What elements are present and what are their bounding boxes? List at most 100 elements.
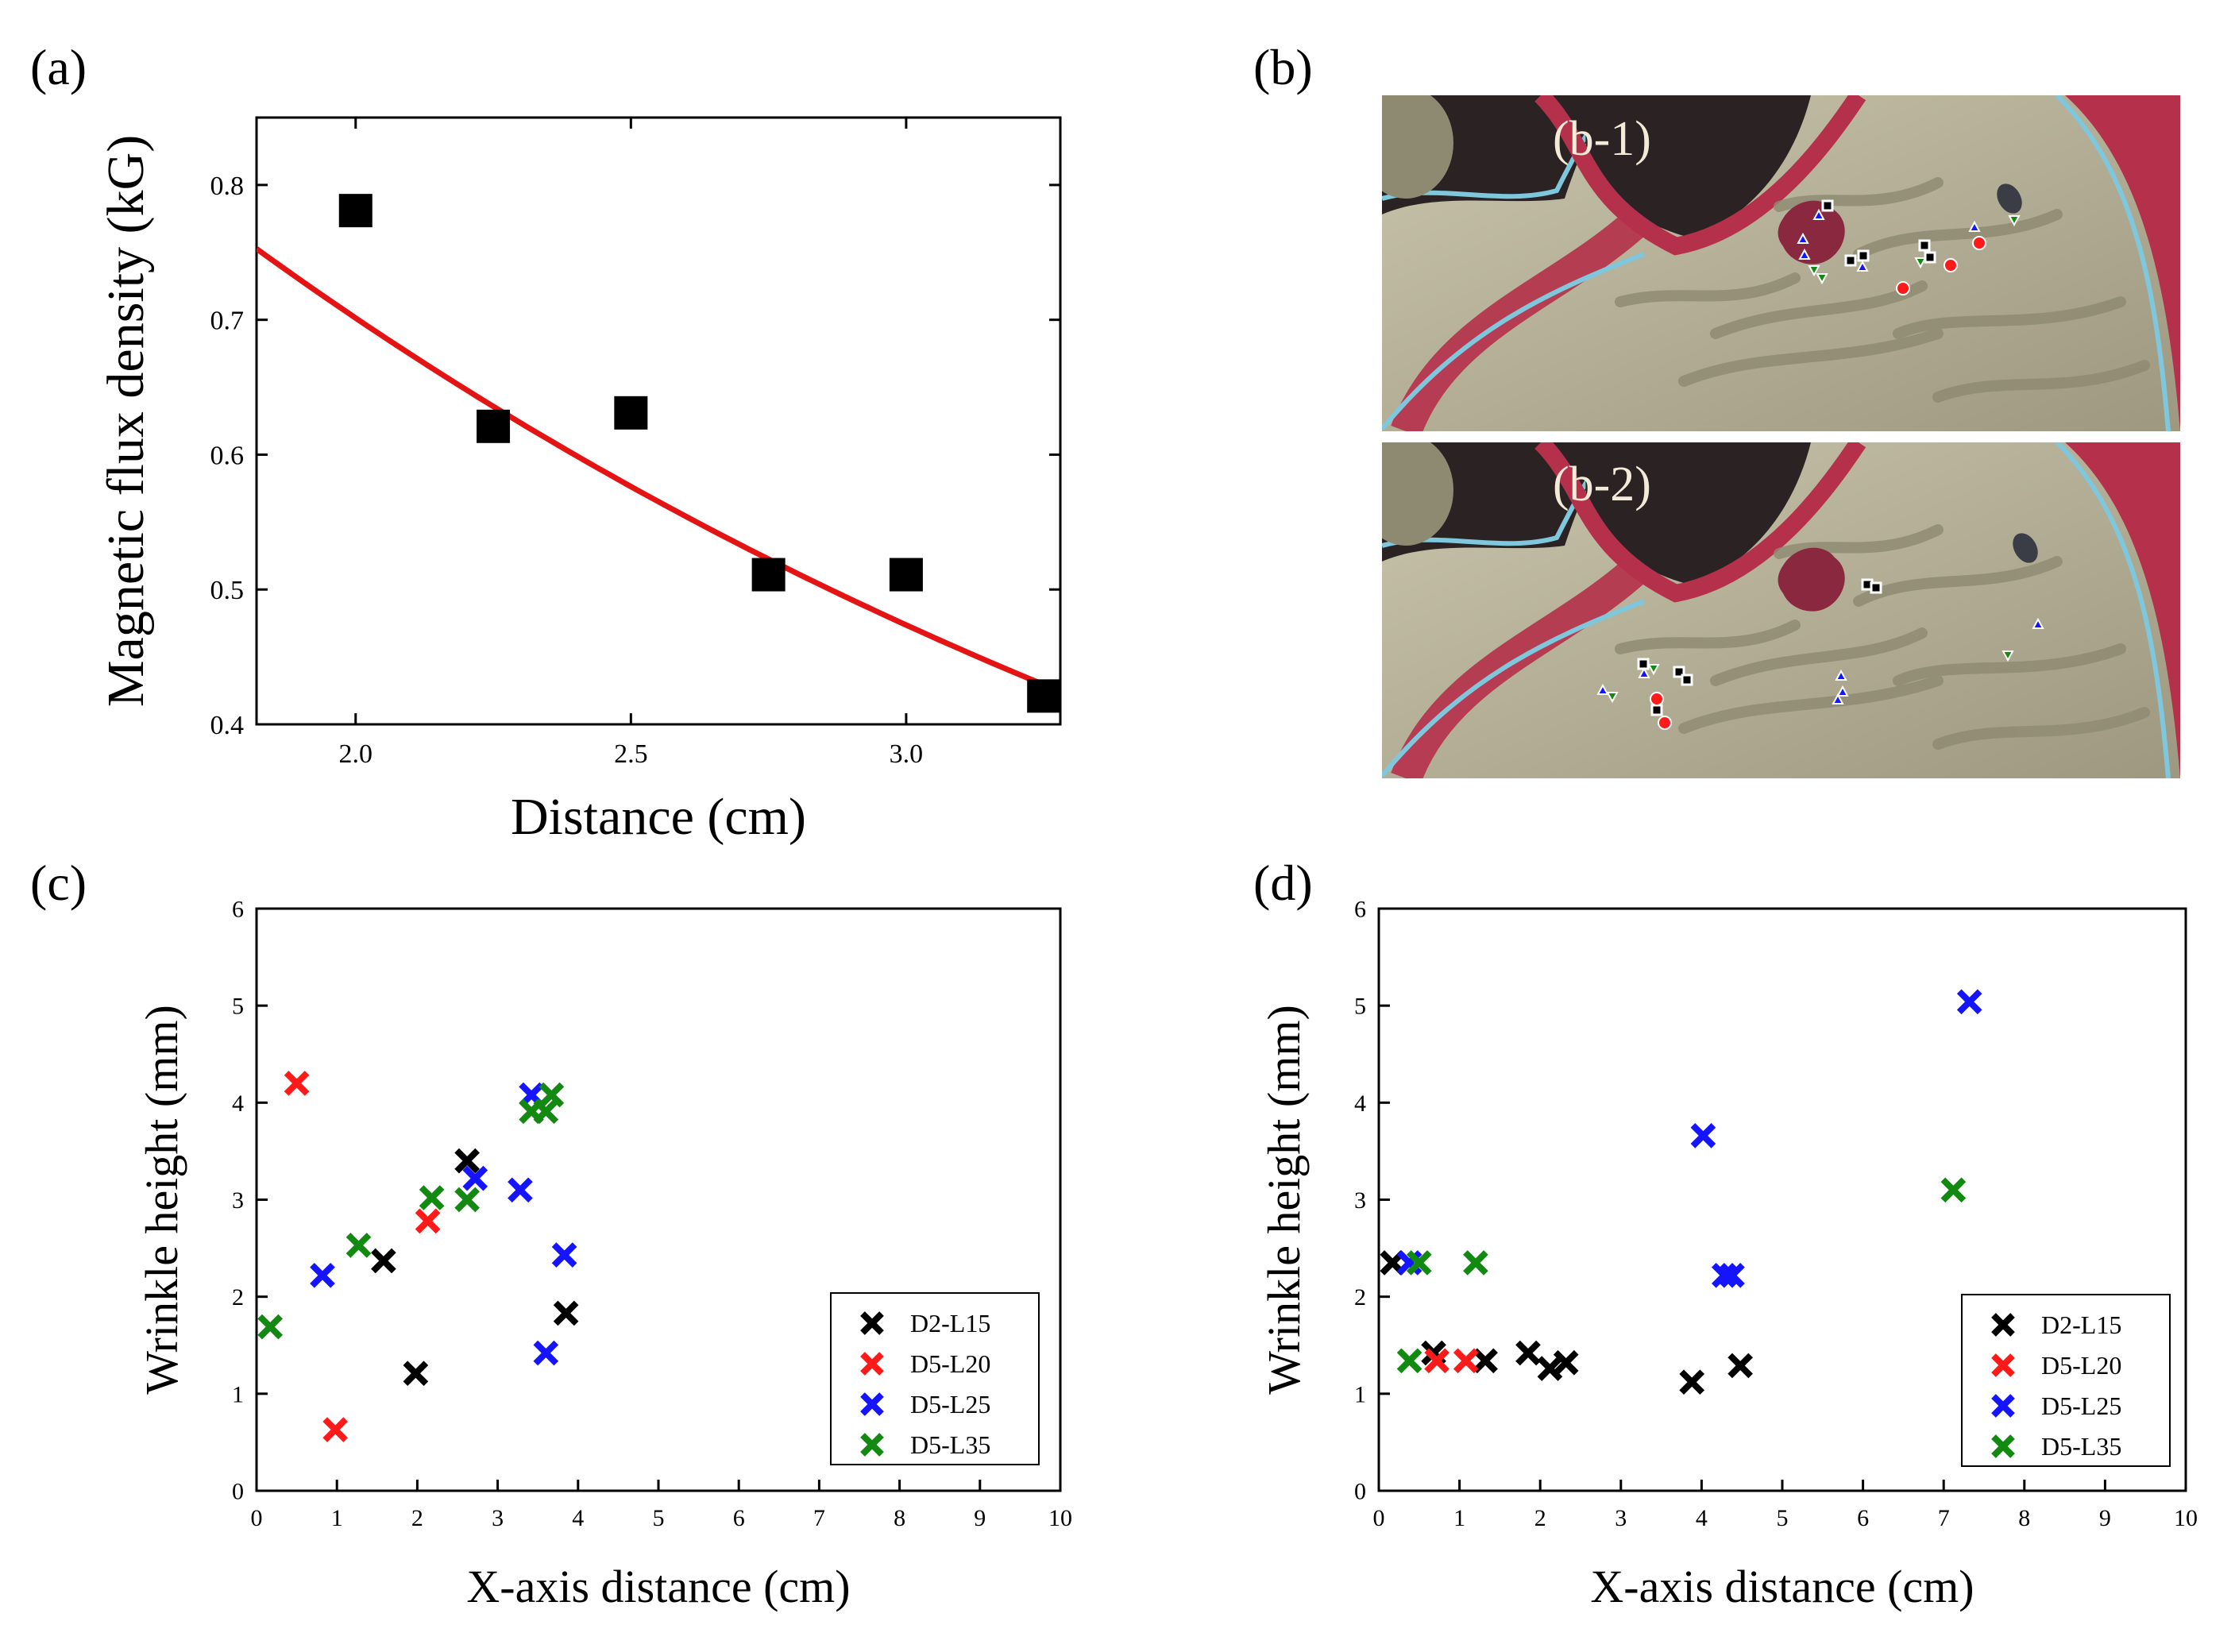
chart-a-y-tick-label: 0.8: [210, 172, 245, 201]
chart-c-x-tick-label: 6: [733, 1505, 745, 1531]
chart-d-point-d2-l15: [1553, 1349, 1579, 1376]
photo-panel: (b-1): [1382, 95, 2180, 778]
chart-d-point-d5-l20: [1453, 1348, 1479, 1374]
chart-a-data-point: [477, 409, 511, 443]
chart-c-point-d5-l25-stroke-b: [533, 1340, 559, 1366]
chart-d-y-tick-label: 0: [1354, 1479, 1366, 1505]
panel-label-b: (b): [1253, 39, 1313, 95]
chart-d-point-d5-l35-stroke-b: [1463, 1250, 1488, 1276]
chart-a-plot-frame: [255, 116, 1062, 726]
chart-d-y-axis-label: Wrinkle height (mm): [1258, 1005, 1310, 1395]
chart-d-point-d5-l25-stroke-b: [1712, 1262, 1737, 1288]
chart-c-x-tick-label: 10: [1048, 1505, 1072, 1531]
chart-c-point-d5-l35-stroke-b: [257, 1314, 284, 1340]
chart-c-point-d5-l25: [462, 1165, 488, 1191]
chart-c-y-tick-label: 1: [232, 1381, 244, 1407]
chart-d-legend-marker-stroke-b: [1991, 1353, 2015, 1377]
chart-c-point-d5-l20-stroke-b: [284, 1071, 310, 1096]
chart-c-legend-marker-stroke-b: [860, 1392, 884, 1416]
chart-a-y-tick-label: 0.7: [210, 307, 245, 336]
chart-d-legend-marker-stroke-b: [1991, 1394, 2015, 1418]
chart-a-y-tick-label: 0.6: [210, 441, 245, 470]
chart-d-legend-marker: [1991, 1434, 2015, 1458]
chart-d-point-d5-l20-stroke-b: [1453, 1348, 1479, 1374]
chart-c-point-d5-l25-stroke-b: [462, 1165, 488, 1191]
chart-c-point-d5-l25: [533, 1340, 559, 1366]
chart-c-legend-marker-stroke-b: [860, 1311, 884, 1335]
chart-a-fit-curve: [257, 246, 1060, 694]
chart-c-x-tick-label: 4: [572, 1505, 584, 1531]
chart-d-legend-marker: [1991, 1313, 2015, 1337]
chart-c-x-tick-label: 3: [492, 1505, 504, 1531]
panel-label-c: (c): [30, 855, 87, 911]
chart-d: 0 1 2 3 4 5 6 7 8 9 10 0 1 2 3 4 5 6 X-axis distance (cm) W…: [1258, 897, 2198, 1613]
photo-b2: (b-2): [1382, 442, 2180, 778]
chart-d-x-tick-label: 1: [1453, 1505, 1465, 1531]
chart-c-y-axis-label: Wrinkle height (mm): [136, 1005, 187, 1395]
chart-d-legend-marker-stroke-b: [1991, 1313, 2015, 1337]
chart-c-legend-marker: [860, 1311, 884, 1335]
chart-a-data-point: [889, 558, 923, 592]
chart-d-x-tick-label: 7: [1938, 1505, 1950, 1531]
photo-b1-label: (b-1): [1553, 112, 1651, 166]
chart-c-legend-marker: [860, 1433, 884, 1457]
chart-d-point-d5-l20-stroke-b: [1424, 1348, 1449, 1374]
chart-c-x-tick-label: 1: [331, 1505, 343, 1531]
chart-c-point-d5-l35-stroke-b: [419, 1185, 445, 1210]
chart-d-y-tick-label: 3: [1354, 1187, 1366, 1214]
chart-c-point-d2-l15-stroke-b: [371, 1248, 396, 1274]
chart-c-point-d2-l15: [454, 1148, 480, 1174]
chart-d-x-tick-label: 4: [1696, 1505, 1708, 1531]
chart-c-point-d2-l15-stroke-b: [454, 1148, 480, 1174]
chart-c-x-tick-label: 2: [411, 1505, 423, 1531]
panel-label-a: (a): [30, 39, 87, 95]
chart-d-point-d5-l35-stroke-b: [1396, 1348, 1422, 1374]
chart-c-legend-marker-stroke-b: [860, 1433, 884, 1457]
chart-c-x-axis-label: X-axis distance (cm): [466, 1561, 850, 1612]
chart-c-point-d5-l35: [454, 1187, 480, 1213]
chart-d-point-d2-l15: [1537, 1356, 1563, 1381]
chart-c-point-d5-l25-stroke-b: [551, 1242, 577, 1268]
chart-c-point-d5-l25: [508, 1177, 533, 1203]
chart-a-data-point: [751, 558, 786, 592]
chart-a-y-tick-label: 0.5: [210, 576, 245, 605]
chart-c-point-d2-l15-stroke-b: [553, 1300, 579, 1326]
chart-d-point-d2-l15-stroke-b: [1515, 1340, 1541, 1366]
chart-d-point-d5-l25-stroke-b: [1956, 989, 1982, 1015]
photo-b1-markers: [1797, 199, 2021, 295]
chart-d-point-d5-l35: [1463, 1250, 1488, 1276]
chart-d-legend-marker: [1991, 1353, 2015, 1377]
chart-d-point-d5-l35: [1940, 1177, 1967, 1203]
chart-c-point-d5-l35: [538, 1082, 565, 1108]
chart-d-point-d2-l15-stroke-b: [1473, 1348, 1498, 1374]
chart-a-y-axis-label: Magnetic flux density (kG): [97, 135, 155, 707]
chart-d-point-d2-l15: [1515, 1340, 1541, 1366]
chart-d-y-tick-label: 5: [1354, 994, 1366, 1020]
chart-d-legend-label: D5-L25: [2041, 1391, 2121, 1420]
stomach-photo: (b-1): [1382, 95, 2180, 778]
chart-a: 2.0 2.5 3.0 0.4 0.5 0.6 0.7 0.8 Distance (cm) Mag…: [97, 116, 1062, 846]
chart-c-point-d5-l35: [257, 1314, 284, 1340]
chart-c-legend-marker: [860, 1352, 884, 1376]
chart-c-x-tick-label: 9: [974, 1505, 986, 1531]
chart-c-x-tick-label: 8: [894, 1505, 905, 1531]
chart-d-x-tick-label: 8: [2018, 1505, 2030, 1531]
chart-d-point-d5-l25: [1712, 1262, 1737, 1288]
chart-c-point-d5-l25-stroke-b: [508, 1177, 533, 1203]
chart-d-point-d5-l20: [1424, 1348, 1449, 1374]
chart-d-point-d2-l15-stroke-b: [1537, 1356, 1563, 1381]
chart-d-x-axis-label: X-axis distance (cm): [1590, 1561, 1974, 1612]
chart-c-x-tick-label: 0: [251, 1505, 263, 1531]
chart-c-legend-marker: [860, 1392, 884, 1416]
chart-c-point-d2-l15-stroke-b: [403, 1361, 429, 1387]
chart-c-y-tick-label: 3: [232, 1187, 244, 1214]
chart-d-point-d2-l15-stroke-b: [1679, 1369, 1705, 1395]
chart-c-x-tick-label: 7: [813, 1505, 825, 1531]
chart-a-data-point: [338, 194, 372, 228]
chart-d-point-d5-l25: [1720, 1262, 1745, 1288]
chart-c-y-tick-label: 5: [232, 994, 244, 1020]
chart-c-legend-label: D5-L25: [910, 1390, 990, 1418]
chart-d-legend-label: D2-L15: [2041, 1310, 2121, 1339]
chart-a-data-point: [1027, 679, 1060, 713]
chart-d-y-tick-label: 1: [1354, 1381, 1366, 1407]
